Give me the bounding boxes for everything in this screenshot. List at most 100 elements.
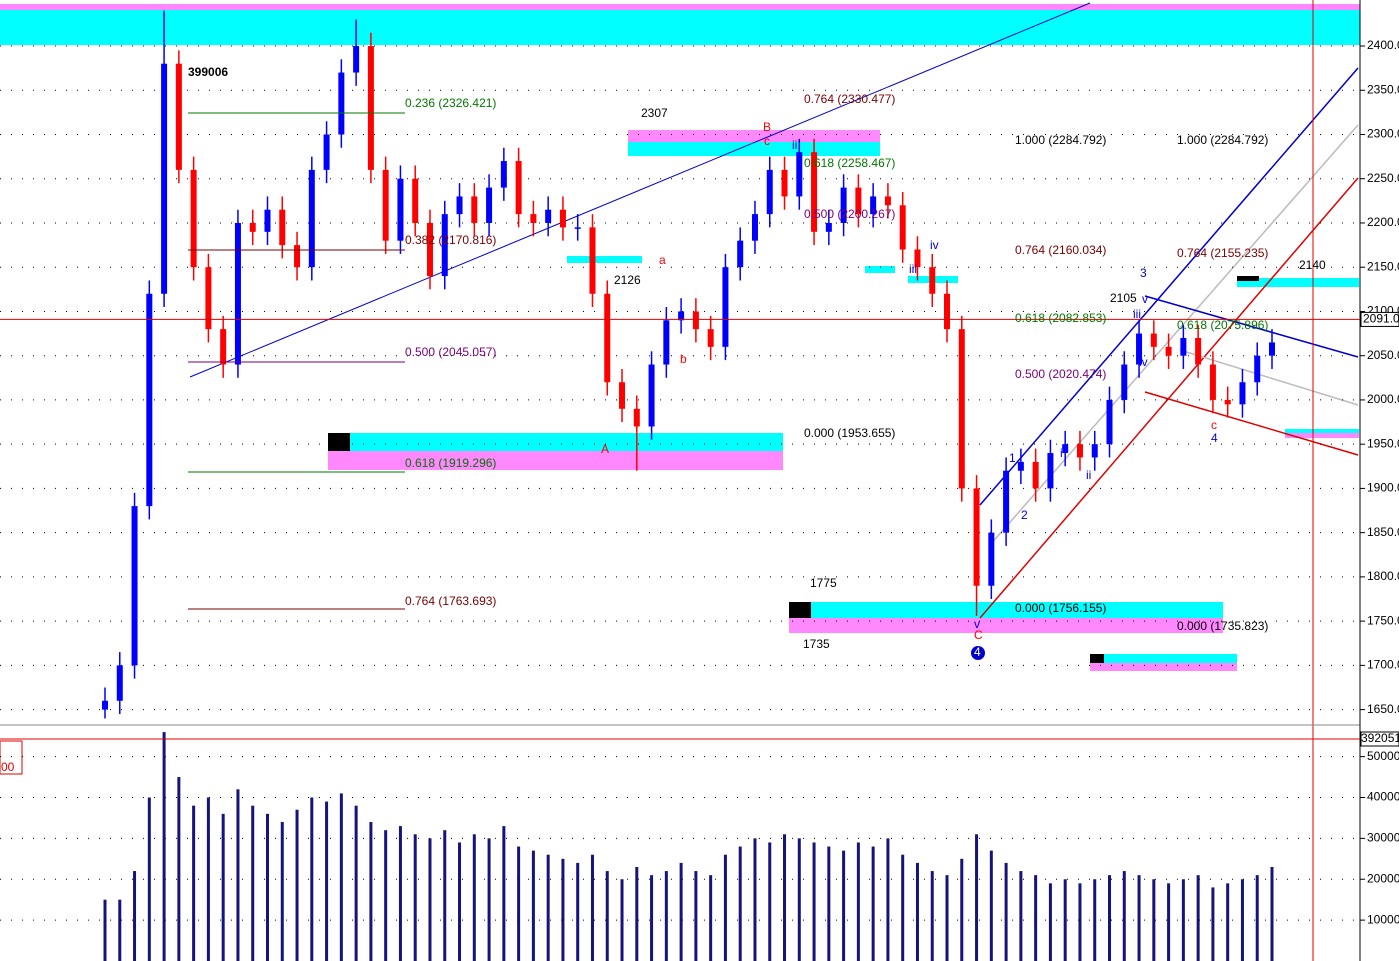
annotation: 0.382 (2170.816) — [405, 233, 496, 247]
volume-bar — [458, 842, 462, 961]
volume-bar — [384, 830, 388, 961]
y-tick-label: 10000 — [1367, 912, 1399, 926]
y-tick-label: 2050.0 — [1367, 348, 1399, 362]
annotation: c — [764, 134, 770, 148]
volume-bar — [842, 850, 846, 961]
volume-bar — [812, 842, 816, 961]
volume-bar — [561, 858, 565, 961]
annotation: A — [601, 442, 609, 456]
volume-bar — [856, 842, 860, 961]
volume-bar — [871, 846, 875, 961]
candle-body — [545, 209, 552, 223]
volume-bar — [915, 862, 919, 961]
volume-bar — [1226, 883, 1230, 961]
candle-body — [264, 209, 271, 232]
volume-bar — [723, 854, 727, 961]
candle-body — [471, 196, 478, 223]
volume-bar — [546, 854, 550, 961]
candle-body — [1076, 444, 1083, 458]
volume-bar — [487, 838, 491, 961]
candle-body — [131, 506, 138, 666]
volume-bar — [1048, 883, 1052, 961]
y-tick-label: 2250.0 — [1367, 171, 1399, 185]
annotation: iii — [1133, 307, 1141, 321]
annotation: 0.000 (1756.155) — [1015, 601, 1106, 615]
volume-bar — [960, 858, 964, 961]
volume-bar — [930, 871, 934, 961]
candle-body — [530, 214, 537, 223]
volume-bar — [679, 862, 683, 961]
candle-body — [190, 169, 197, 268]
volume-bar — [147, 797, 151, 961]
annotation: 0.500 (2045.057) — [405, 345, 496, 359]
candle-body — [500, 161, 507, 188]
y-tick-label: 1750.0 — [1367, 613, 1399, 627]
y-tick-label: 1650.0 — [1367, 702, 1399, 716]
volume-bar — [118, 899, 122, 961]
volume-bar — [901, 854, 905, 961]
volume-bar — [177, 777, 181, 961]
annotation: 0.618 (2082.853) — [1015, 311, 1106, 325]
volume-bar — [768, 842, 772, 961]
candle-body — [234, 222, 241, 365]
candle-body — [899, 205, 906, 250]
volume-bar — [339, 793, 343, 961]
annotation: 0.500 (2200.267) — [804, 207, 895, 221]
candle-body — [855, 187, 862, 215]
wave-circle — [971, 646, 985, 660]
candle-body — [884, 196, 891, 206]
volume-bar — [206, 797, 210, 961]
annotation: 2126 — [614, 273, 641, 287]
candle-body — [988, 532, 995, 586]
annotation: 0.764 (1763.693) — [405, 594, 496, 608]
volume-bar — [827, 846, 831, 961]
volume-bar — [502, 826, 506, 961]
candle-body — [1091, 444, 1098, 458]
y-tick-label: 50000 — [1367, 749, 1399, 763]
candle-body — [707, 329, 714, 347]
annotation: C — [974, 628, 983, 642]
volume-bar — [133, 871, 137, 961]
volume-bar — [620, 879, 624, 961]
candle-body — [102, 700, 108, 710]
volume-bar — [398, 826, 402, 961]
volume-bar — [797, 838, 801, 961]
zones — [0, 4, 1360, 671]
volume-bar — [1093, 879, 1097, 961]
candle-body — [825, 222, 832, 232]
annotation: 1.000 (2284.792) — [1015, 133, 1106, 147]
volume-bar — [576, 862, 580, 961]
y-tick-label: 1900.0 — [1367, 481, 1399, 495]
annotation: b — [680, 352, 687, 366]
volume-bar — [354, 805, 358, 961]
volume-bar — [325, 801, 329, 961]
volume-bar — [1108, 875, 1112, 961]
candle-body — [751, 214, 758, 241]
volume-bar — [1270, 866, 1274, 961]
candle-body — [1032, 461, 1039, 489]
volume-bar — [517, 846, 521, 961]
candle-body — [1003, 470, 1010, 533]
annotation: 0.618 (2258.467) — [804, 156, 895, 170]
volume-bar — [989, 850, 993, 961]
candle-body — [619, 382, 626, 409]
annotation: 1775 — [810, 576, 837, 590]
y-tick-label: 20000 — [1367, 871, 1399, 885]
candle-body — [1195, 337, 1202, 365]
y-tick-label: 2200.0 — [1367, 215, 1399, 229]
annotation: 0.000 (1953.655) — [804, 426, 895, 440]
candle-body — [1209, 364, 1216, 400]
candle-body — [353, 46, 360, 73]
volume-bar — [709, 875, 713, 961]
volume-bar — [590, 854, 594, 961]
candle-body — [914, 249, 921, 268]
candle-body — [574, 227, 581, 229]
y-tick-label: 2300.0 — [1367, 127, 1399, 141]
volume-bar — [1240, 879, 1244, 961]
candle-body — [323, 134, 330, 170]
annotation: 2307 — [641, 106, 668, 120]
candle-body — [249, 222, 256, 232]
volume-bar — [1019, 871, 1023, 961]
candle-body — [973, 488, 980, 586]
